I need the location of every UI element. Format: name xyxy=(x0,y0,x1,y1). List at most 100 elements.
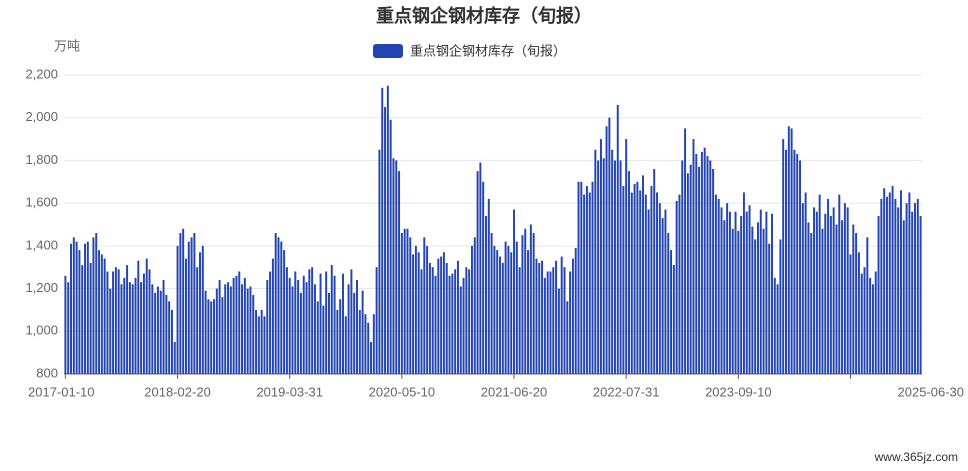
bar xyxy=(496,250,499,374)
bar xyxy=(84,243,87,374)
bar xyxy=(860,273,863,374)
bar xyxy=(728,211,731,374)
bar xyxy=(126,265,129,374)
bar xyxy=(818,194,821,374)
chart-title: 重点钢企钢材库存（旬报） xyxy=(376,5,592,26)
bar xyxy=(434,275,437,374)
bar xyxy=(599,139,602,374)
bar xyxy=(327,292,330,374)
bar xyxy=(524,228,527,374)
bar xyxy=(330,265,333,374)
bar xyxy=(297,280,300,374)
bar xyxy=(288,277,291,374)
bar xyxy=(451,273,454,374)
bar xyxy=(454,269,457,374)
bar xyxy=(257,316,260,374)
bar xyxy=(515,241,518,374)
bar xyxy=(552,267,555,374)
bar xyxy=(684,128,687,374)
bar xyxy=(647,209,650,374)
bar xyxy=(675,201,678,374)
bar xyxy=(529,224,532,374)
bar xyxy=(487,198,490,374)
bar xyxy=(619,160,622,374)
bar xyxy=(720,207,723,374)
bar xyxy=(782,139,785,374)
bar xyxy=(176,245,179,374)
bar xyxy=(353,292,356,374)
bar xyxy=(585,186,588,374)
bar xyxy=(841,220,844,374)
bar xyxy=(64,275,67,374)
bar xyxy=(372,314,375,374)
bar xyxy=(899,190,902,374)
bar xyxy=(535,258,538,374)
bar xyxy=(294,271,297,374)
bar xyxy=(86,241,89,374)
bar xyxy=(313,284,316,374)
y-tick-label: 2,000 xyxy=(25,109,58,124)
bar xyxy=(406,228,409,374)
bar xyxy=(67,282,70,374)
bar xyxy=(114,267,117,374)
bar xyxy=(431,267,434,374)
bar xyxy=(266,280,269,374)
bar xyxy=(98,250,101,374)
y-tick-label: 1,400 xyxy=(25,237,58,252)
bar xyxy=(695,154,698,374)
bar xyxy=(628,171,630,374)
bar xyxy=(555,260,558,374)
bar xyxy=(238,271,241,374)
bar xyxy=(350,269,353,374)
bar xyxy=(109,288,112,374)
bar xyxy=(142,273,145,374)
bar xyxy=(762,228,765,374)
bar xyxy=(863,267,866,374)
bar xyxy=(871,284,874,374)
bar xyxy=(905,203,908,374)
bar xyxy=(210,301,213,374)
bar xyxy=(140,282,143,374)
bar xyxy=(277,237,280,374)
bar xyxy=(384,107,387,375)
bar xyxy=(759,209,762,374)
y-tick-label: 800 xyxy=(36,365,58,380)
bar xyxy=(213,299,215,374)
bar xyxy=(810,233,813,374)
bar xyxy=(591,181,594,374)
bar xyxy=(440,256,443,374)
bar xyxy=(378,149,381,374)
bar xyxy=(773,277,776,374)
y-tick-label: 1,800 xyxy=(25,152,58,167)
bar xyxy=(322,305,325,374)
bar xyxy=(563,267,566,374)
bar xyxy=(821,228,824,374)
bar xyxy=(815,211,818,374)
bar xyxy=(196,267,199,374)
bar xyxy=(442,252,445,374)
bar xyxy=(165,294,168,374)
bar xyxy=(616,104,619,375)
bar xyxy=(493,245,496,374)
bar xyxy=(269,271,272,374)
bar xyxy=(672,265,675,374)
bar xyxy=(403,228,406,374)
bar xyxy=(633,183,636,374)
bar xyxy=(395,160,398,374)
bar xyxy=(428,262,431,374)
bar xyxy=(423,237,426,374)
bar xyxy=(723,220,726,374)
bar xyxy=(81,265,84,374)
bar xyxy=(804,192,807,374)
bar xyxy=(678,194,681,374)
bar xyxy=(566,301,569,374)
bar xyxy=(159,290,162,374)
bar xyxy=(902,220,905,374)
bar xyxy=(597,160,600,374)
bar xyxy=(207,299,210,374)
bar xyxy=(779,239,782,374)
bar xyxy=(846,207,849,374)
bar xyxy=(824,213,827,374)
bar xyxy=(112,271,115,374)
bar xyxy=(504,241,507,374)
